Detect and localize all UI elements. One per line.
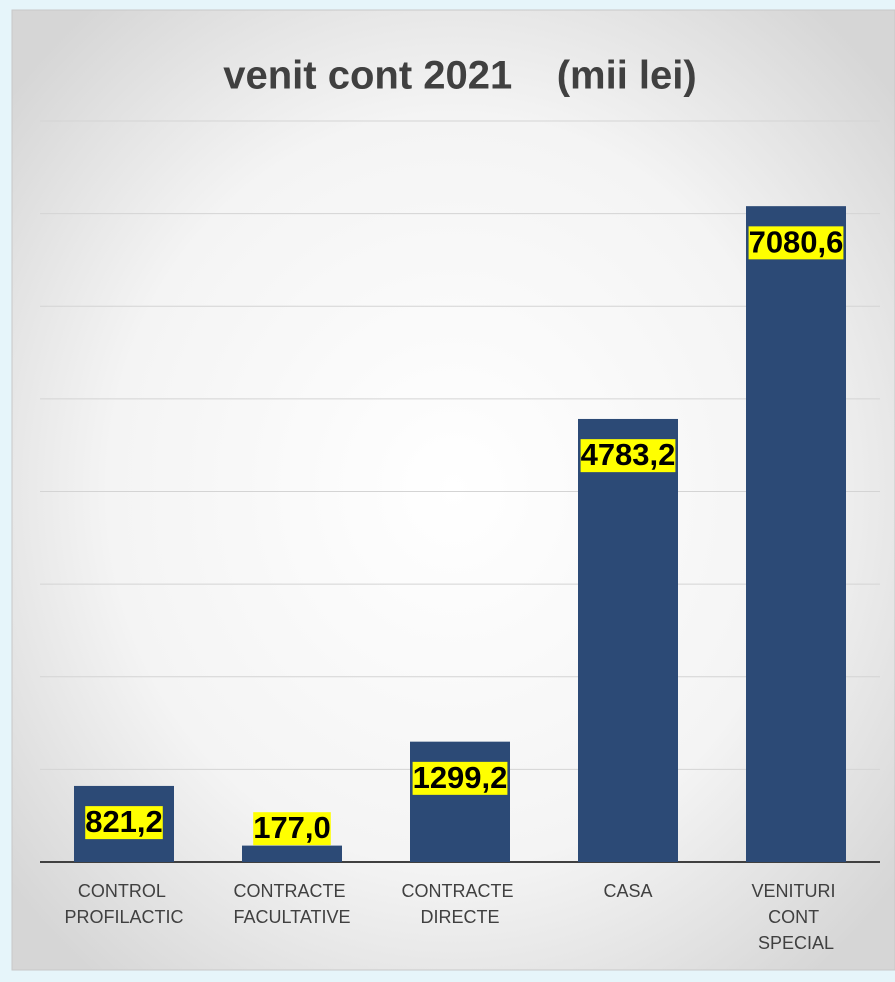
value-label: 4783,2 [581,437,676,472]
value-label: 821,2 [85,804,163,839]
bar [242,845,342,862]
value-label: 1299,2 [413,760,508,795]
x-tick-label: CASA [603,881,652,901]
x-tick-label: CONTRACTE DIRECTE [402,881,519,927]
value-label-background [412,761,508,795]
bar [410,741,510,862]
x-tick-label: CONTROL PROFILACTIC [64,881,183,927]
value-label: 7080,6 [749,224,844,259]
value-label-background [748,226,844,260]
value-label-background [253,812,331,846]
bar [578,418,678,862]
chart-title: venit cont 2021 (mii lei) [223,54,696,98]
value-label: 177,0 [253,810,331,845]
bar [746,206,846,862]
value-label-background [85,806,163,840]
value-label-background [580,439,676,473]
x-tick-label: VENITURI CONT SPECIAL [751,881,840,953]
x-tick-label: CONTRACTE FACULTATIVE [233,881,350,927]
